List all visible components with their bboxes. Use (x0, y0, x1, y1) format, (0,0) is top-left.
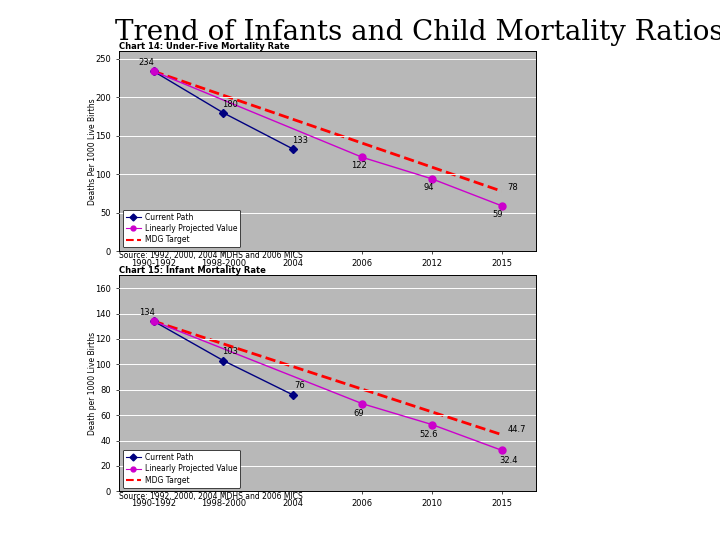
Text: 122: 122 (351, 161, 366, 170)
Y-axis label: Deaths Per 1000 Live Births: Deaths Per 1000 Live Births (88, 98, 97, 205)
Text: 78: 78 (507, 183, 518, 192)
Text: Trend of Infants and Child Mortality Ratios: Trend of Infants and Child Mortality Rat… (115, 19, 720, 46)
Legend: Current Path, Linearly Projected Value, MDG Target: Current Path, Linearly Projected Value, … (122, 450, 240, 488)
Text: 234: 234 (139, 58, 155, 67)
Legend: Current Path, Linearly Projected Value, MDG Target: Current Path, Linearly Projected Value, … (122, 210, 240, 247)
Text: 94: 94 (423, 183, 433, 192)
Text: 44.7: 44.7 (507, 425, 526, 434)
Text: 76: 76 (294, 381, 305, 390)
Text: 134: 134 (139, 308, 155, 317)
Text: 59: 59 (493, 210, 503, 219)
Text: 52.6: 52.6 (419, 430, 438, 439)
Y-axis label: Death per 1000 Live Births: Death per 1000 Live Births (88, 332, 97, 435)
Text: 32.4: 32.4 (499, 456, 518, 465)
Text: Chart 14: Under-Five Mortality Rate: Chart 14: Under-Five Mortality Rate (119, 42, 289, 51)
Text: 69: 69 (354, 409, 364, 418)
Text: 180: 180 (222, 99, 238, 109)
Text: Chart 15: Infant Mortality Rate: Chart 15: Infant Mortality Rate (119, 266, 266, 275)
Text: Source: 1992, 2000, 2004 MDHS and 2006 MICS: Source: 1992, 2000, 2004 MDHS and 2006 M… (119, 251, 302, 260)
Text: 133: 133 (292, 136, 307, 145)
Text: 103: 103 (222, 347, 238, 356)
Text: Source: 1992, 2000, 2004 MDHS and 2006 MICS: Source: 1992, 2000, 2004 MDHS and 2006 M… (119, 492, 302, 502)
